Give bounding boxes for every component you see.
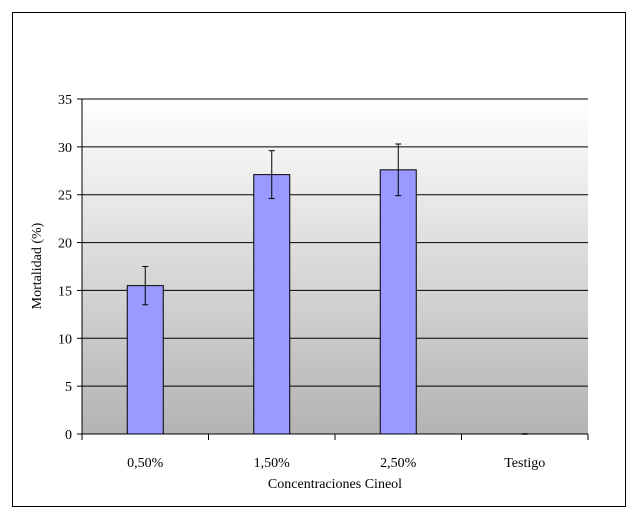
y-tick-label: 35: [58, 93, 72, 108]
x-tick-label: 1,50%: [254, 456, 291, 471]
y-tick-label: 25: [58, 189, 72, 204]
x-tick-label: 2,50%: [380, 456, 417, 471]
y-tick-label: 15: [58, 284, 72, 299]
y-tick-label: 20: [58, 237, 72, 252]
bar: [253, 174, 291, 435]
x-tick-label: 0,50%: [127, 456, 164, 471]
y-tick-label: 10: [58, 332, 72, 347]
plot-area: [82, 99, 588, 434]
y-axis: 0 5 10 15 20 25 30 35: [58, 93, 83, 443]
x-axis-label: Concentraciones Cineol: [268, 477, 402, 492]
y-tick-label: 0: [65, 428, 72, 443]
y-tick-label: 5: [65, 380, 72, 395]
y-tick-label: 30: [58, 141, 72, 156]
gridlines: [82, 98, 588, 387]
y-axis-label: Mortalidad (%): [30, 222, 45, 309]
x-tick-label: Testigo: [504, 456, 545, 471]
bar: [126, 285, 164, 435]
bar: [379, 169, 417, 435]
x-axis: 0,50% 1,50% 2,50% Testigo: [81, 433, 589, 471]
